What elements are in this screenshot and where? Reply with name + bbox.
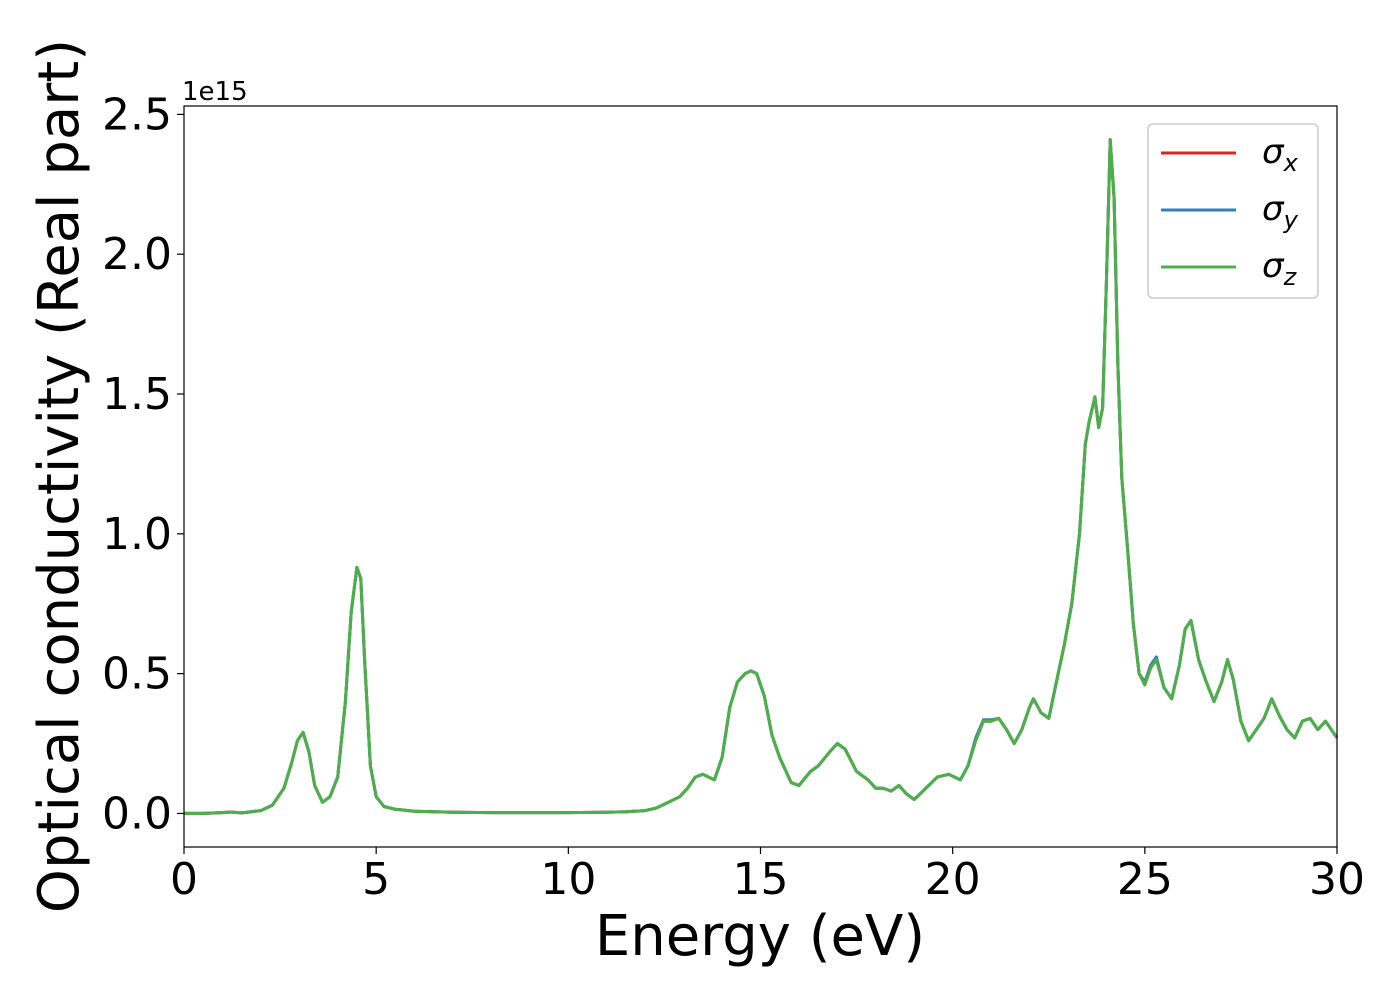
x-tick-label: 5: [362, 854, 390, 905]
y-offset-label: 1e15: [182, 77, 248, 107]
y-axis-label: Optical conductivity (Real part): [27, 39, 92, 913]
x-tick-label: 15: [733, 854, 789, 905]
y-tick-label: 2.5: [102, 89, 172, 140]
legend: σx σy σz: [1147, 123, 1319, 299]
x-axis-ticks: 0 5 10 15 20 25 30: [170, 847, 1365, 905]
x-tick-label: 20: [925, 854, 981, 905]
x-axis-label: Energy (eV): [595, 904, 925, 969]
y-tick-label: 1.5: [102, 369, 172, 420]
x-tick-label: 0: [170, 854, 198, 905]
x-tick-label: 25: [1117, 854, 1173, 905]
y-tick-label: 1.0: [102, 509, 172, 560]
legend-label-0: σx: [1262, 132, 1299, 177]
y-tick-label: 0.5: [102, 649, 172, 700]
legend-label-1: σy: [1262, 189, 1299, 234]
y-axis-ticks: 0.0 0.5 1.0 1.5 2.0 2.5: [102, 89, 184, 839]
legend-label-2: σz: [1262, 246, 1298, 291]
x-tick-label: 30: [1309, 854, 1365, 905]
series-line-2: [184, 138, 1339, 815]
series-layer: [184, 138, 1339, 815]
y-tick-label: 2.0: [102, 229, 172, 280]
x-tick-label: 10: [540, 854, 596, 905]
y-tick-label: 0.0: [102, 788, 172, 839]
